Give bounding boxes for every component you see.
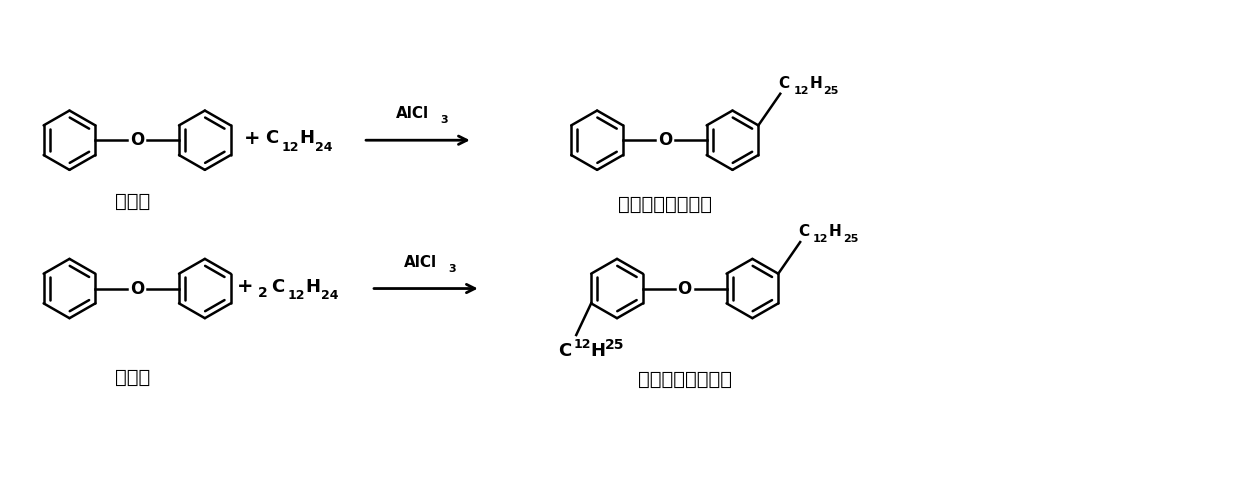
Text: H: H	[590, 342, 605, 360]
Text: AlCl: AlCl	[396, 106, 430, 122]
Text: O: O	[130, 131, 144, 149]
Text: O: O	[130, 280, 144, 297]
Text: 单十二烷基二苯醇: 单十二烷基二苯醇	[618, 195, 711, 214]
Text: 12: 12	[813, 234, 829, 244]
Text: 二苯醇: 二苯醇	[114, 368, 150, 387]
Text: 双十二烷基二苯醇: 双十二烷基二苯醇	[638, 370, 732, 389]
Text: H: H	[300, 129, 315, 147]
Text: 二苯醇: 二苯醇	[114, 192, 150, 211]
Text: 24: 24	[316, 141, 333, 154]
Text: H: H	[809, 76, 821, 91]
Text: 3: 3	[441, 116, 449, 125]
Text: 12: 12	[281, 141, 299, 154]
Text: C: C	[798, 224, 809, 239]
Text: 3: 3	[449, 264, 456, 274]
Text: O: O	[678, 280, 691, 297]
Text: C: C	[559, 342, 571, 360]
Text: C: C	[271, 278, 285, 295]
Text: C: C	[265, 129, 279, 147]
Text: 12: 12	[793, 86, 809, 96]
Text: 25: 25	[843, 234, 859, 244]
Text: O: O	[658, 131, 672, 149]
Text: AlCl: AlCl	[404, 255, 437, 270]
Text: +: +	[244, 129, 260, 148]
Text: 24: 24	[321, 289, 338, 302]
Text: H: H	[306, 278, 321, 295]
Text: 25: 25	[605, 338, 624, 352]
Text: +: +	[237, 277, 253, 296]
Text: 12: 12	[574, 338, 591, 351]
Text: 12: 12	[287, 289, 305, 302]
Text: H: H	[829, 224, 841, 239]
Text: C: C	[778, 76, 789, 91]
Text: 2: 2	[258, 287, 268, 300]
Text: 25: 25	[823, 86, 839, 96]
